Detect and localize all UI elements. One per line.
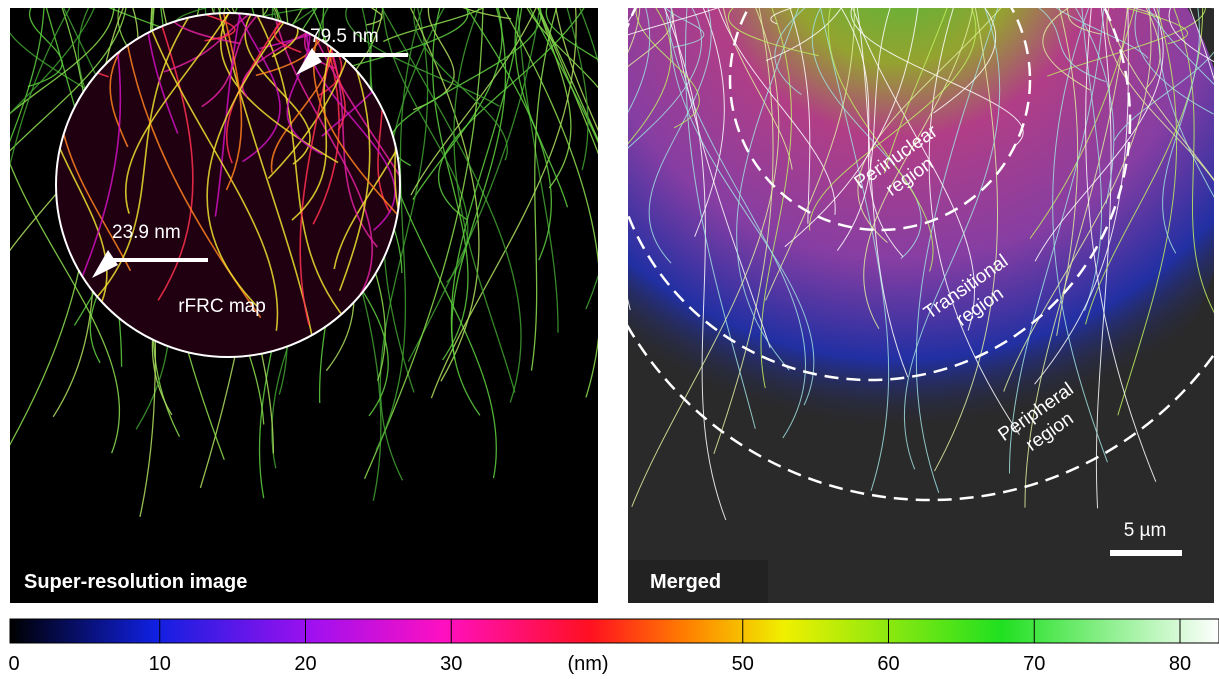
annotation: 79.5 nm	[310, 26, 379, 47]
filament	[1021, 0, 1114, 8]
annotation: 23.9 nm	[112, 222, 181, 243]
scale-bar-label: 5 µm	[1124, 520, 1167, 541]
scale-bar	[1110, 550, 1182, 556]
colorbar-tick-label: 70	[1023, 653, 1045, 675]
colorbar-tick-label: 60	[877, 653, 899, 675]
colorbar-tick-label: 30	[440, 653, 462, 675]
figure: 79.5 nm 23.9 nm rFRC map Super-resolutio…	[0, 0, 1219, 679]
colorbar-tick-label: 10	[149, 653, 171, 675]
panel-label: Super-resolution image	[24, 571, 247, 593]
colorbar-unit: (nm)	[567, 653, 608, 675]
inset-label: rFRC map	[178, 296, 266, 317]
filament	[1149, 0, 1218, 8]
colorbar-tick-label: 0	[8, 653, 19, 675]
colorbar	[10, 619, 1219, 643]
panel-label: Merged	[650, 571, 721, 593]
colorbar-tick-label: 50	[732, 653, 754, 675]
colorbar-tick-label: 80	[1169, 653, 1191, 675]
colorbar-tick-label: 20	[294, 653, 316, 675]
